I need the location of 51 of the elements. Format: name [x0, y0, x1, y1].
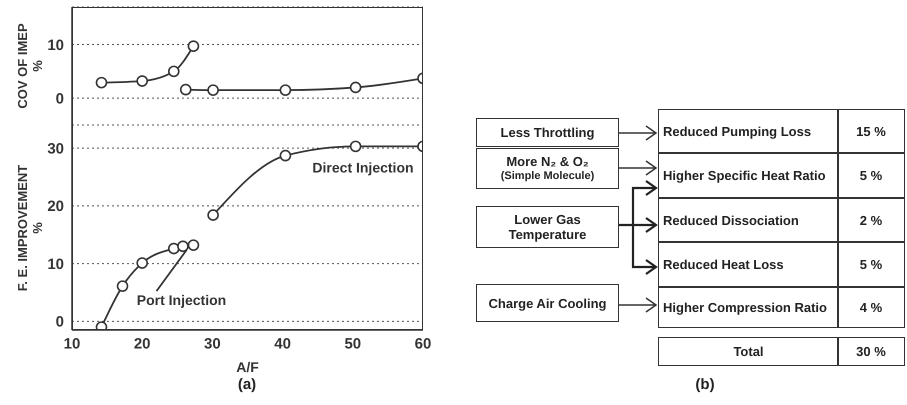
point [177, 240, 189, 252]
point [207, 84, 219, 96]
text: Reduced Heat Loss [663, 257, 784, 272]
text: (Simple Molecule) [500, 170, 594, 182]
text: 30 % [856, 344, 886, 359]
point [280, 150, 292, 162]
y-axis-title: F. E. IMPROVEMENT % [15, 164, 45, 291]
text: Charge Air Cooling [488, 296, 606, 310]
point [116, 280, 128, 292]
point [350, 140, 362, 152]
point [280, 84, 292, 96]
y-tick-label: 0 [56, 90, 64, 108]
text: (b) [695, 376, 715, 393]
x-tick-label: 30 [204, 336, 221, 353]
point [207, 209, 219, 221]
x-tick-label: 20 [134, 336, 151, 353]
text: More N₂ & O₂ [506, 154, 589, 168]
point [136, 257, 148, 269]
point [188, 40, 200, 52]
point [96, 76, 108, 88]
x-tick-label: 40 [274, 336, 291, 353]
text: 2 % [860, 212, 882, 228]
y-tick-label: 30 [47, 140, 64, 158]
y-tick-label: 10 [47, 36, 64, 54]
x-axis-title: A/F [236, 359, 260, 375]
y-tick-label: 20 [47, 198, 64, 216]
y-tick-label: 10 [47, 256, 64, 273]
point [136, 75, 148, 87]
point [180, 84, 192, 96]
x-tick-label: 50 [344, 336, 362, 353]
text: 4 % [860, 300, 882, 315]
text: Reduced Dissociation [663, 212, 799, 228]
point [168, 242, 180, 254]
text: Reduced Pumping Loss [663, 124, 812, 138]
x-tick-label: 60 [414, 336, 432, 353]
y-axis-title: COV OF IMEP % [15, 23, 45, 109]
text: 15 % [856, 124, 886, 138]
text: (a) [236, 376, 258, 393]
text: Higher Compression Ratio [663, 300, 827, 315]
text: Less Throttling [500, 125, 594, 140]
series-label: Direct Injection [312, 159, 414, 176]
text: Higher Specific Heat Ratio [663, 168, 826, 183]
text: Lower Gas Temperature [508, 212, 586, 242]
text: Total [733, 344, 764, 359]
series-label: Port Injection [136, 292, 226, 308]
text: 5 % [860, 257, 882, 272]
point [188, 239, 200, 251]
text: 5 % [860, 168, 882, 183]
point [168, 66, 180, 78]
y-tick-label: 0 [56, 314, 64, 331]
point [350, 82, 362, 94]
